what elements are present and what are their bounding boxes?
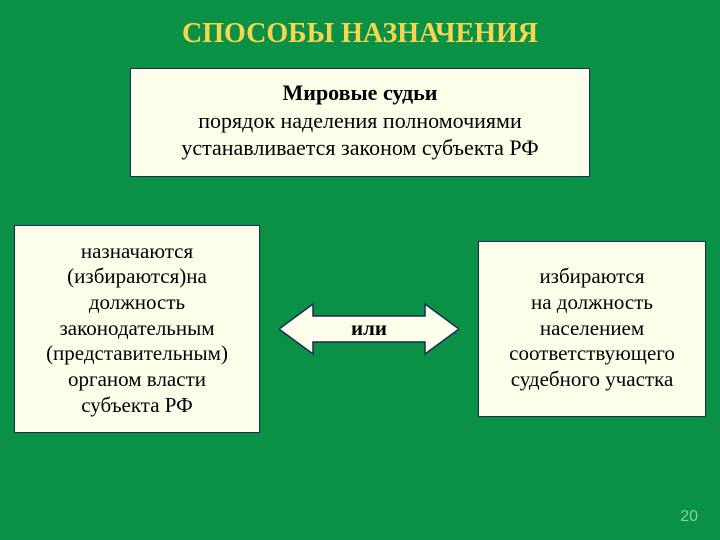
right-line: на должность	[531, 290, 653, 316]
left-line: назначаются	[81, 239, 193, 265]
slide-title: СПОСОБЫ НАЗНАЧЕНИЯ	[0, 0, 720, 68]
double-arrow-icon: или	[279, 300, 459, 358]
right-line: судебного участка	[511, 367, 674, 393]
left-line: субъекта РФ	[81, 393, 192, 419]
right-line: населением	[540, 316, 644, 342]
top-box-bold: Мировые судьи	[283, 80, 438, 105]
left-option-box: назначаются (избираются)на должность зак…	[14, 225, 260, 433]
arrow-label: или	[279, 300, 459, 358]
arrow-connector: или	[269, 300, 469, 358]
left-line: должность	[89, 290, 185, 316]
left-line: законодательным	[59, 316, 214, 342]
top-description-box: Мировые судьи порядок наделения полномоч…	[130, 68, 590, 177]
left-line: органом власти	[68, 367, 206, 393]
left-line: (представительным)	[46, 341, 228, 367]
top-box-line: устанавливается законом субъекта РФ	[149, 134, 571, 162]
page-number: 20	[680, 508, 698, 526]
right-option-box: избираются на должность населением соотв…	[478, 241, 706, 417]
options-row: назначаются (избираются)на должность зак…	[0, 225, 720, 433]
right-line: соответствующего	[509, 341, 675, 367]
left-line: (избираются)на	[67, 264, 207, 290]
top-box-line: Мировые судьи	[149, 79, 571, 107]
top-box-line: порядок наделения полномочиями	[149, 107, 571, 135]
right-line: избираются	[539, 264, 644, 290]
